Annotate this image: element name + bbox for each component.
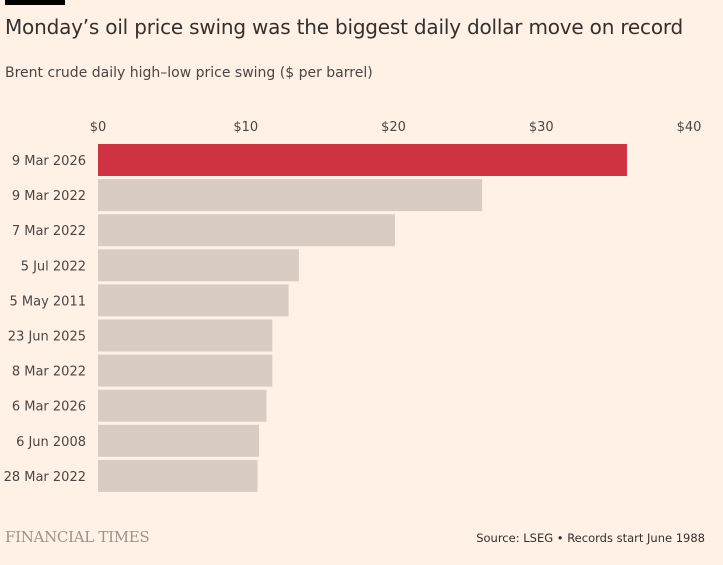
category-label: 7 Mar 2022 <box>12 224 86 239</box>
bar <box>98 214 395 247</box>
bar-chart: $0 $10 $20 $30 $40 9 Mar 2026 9 Mar 2022 7 Mar… <box>4 120 702 492</box>
bar <box>98 284 289 317</box>
bar <box>98 179 483 212</box>
x-tick-label: $40 <box>677 120 702 135</box>
bar <box>98 424 260 457</box>
category-label: 8 Mar 2022 <box>12 365 86 380</box>
chart-subtitle: Brent crude daily high–low price swing (… <box>5 65 373 81</box>
bar <box>98 354 273 387</box>
top-accent-bar <box>5 0 65 5</box>
bar <box>98 249 299 282</box>
bars <box>98 144 627 492</box>
source-note: Source: LSEG • Records start June 1988 <box>476 531 705 545</box>
bar <box>98 459 258 492</box>
bar-highlighted <box>98 144 627 176</box>
bar <box>98 319 273 352</box>
x-tick-label: $20 <box>381 120 406 135</box>
ft-logo: FINANCIAL TIMES <box>5 528 150 546</box>
bar <box>98 389 267 422</box>
category-labels: 9 Mar 2026 9 Mar 2022 7 Mar 2022 5 Jul 2022… <box>4 154 86 485</box>
category-label: 5 Jul 2022 <box>21 259 86 274</box>
category-label: 9 Mar 2026 <box>12 154 86 169</box>
x-tick-label: $0 <box>90 120 107 135</box>
chart-title: Monday’s oil price swing was the biggest… <box>5 15 684 39</box>
category-label: 28 Mar 2022 <box>4 470 86 485</box>
x-tick-label: $10 <box>233 120 258 135</box>
category-label: 6 Jun 2008 <box>16 435 86 450</box>
x-tick-label: $30 <box>529 120 554 135</box>
category-label: 23 Jun 2025 <box>8 330 86 345</box>
x-axis-ticks: $0 $10 $20 $30 $40 <box>90 120 702 135</box>
category-label: 6 Mar 2026 <box>12 400 86 415</box>
category-label: 5 May 2011 <box>10 294 87 309</box>
category-label: 9 Mar 2022 <box>12 189 86 204</box>
